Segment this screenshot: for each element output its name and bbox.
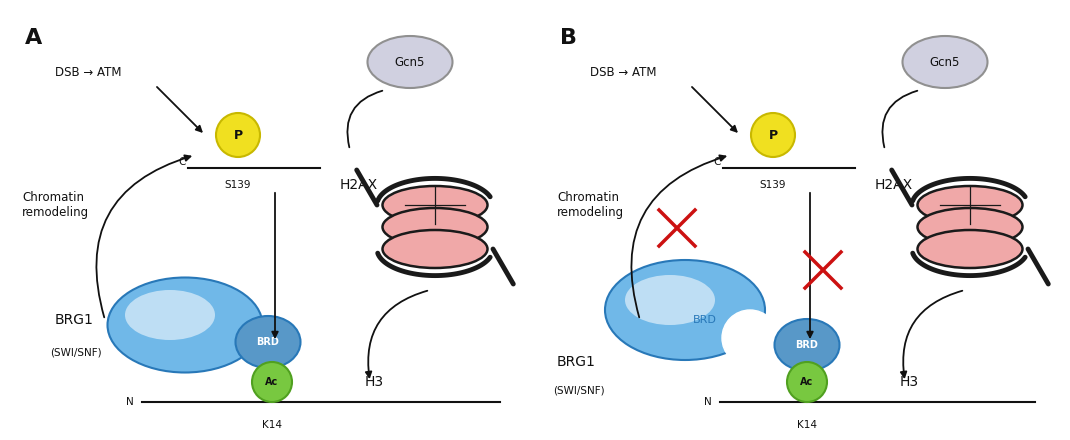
Text: BRG1: BRG1 (55, 313, 94, 327)
Text: A: A (25, 28, 42, 48)
Text: Chromatin
remodeling: Chromatin remodeling (22, 191, 89, 219)
Text: H3: H3 (900, 375, 919, 389)
Circle shape (788, 362, 827, 402)
Ellipse shape (605, 260, 765, 360)
Text: P: P (768, 128, 778, 142)
Ellipse shape (125, 290, 215, 340)
Text: (SWI/SNF): (SWI/SNF) (553, 385, 605, 395)
Text: (SWI/SNF): (SWI/SNF) (50, 347, 102, 357)
Text: C: C (179, 157, 186, 167)
Text: B: B (560, 28, 577, 48)
Text: H2AX: H2AX (340, 178, 378, 192)
Ellipse shape (917, 186, 1023, 224)
Text: Chromatin
remodeling: Chromatin remodeling (557, 191, 624, 219)
Ellipse shape (775, 319, 840, 371)
Text: H2AX: H2AX (875, 178, 913, 192)
Text: Gcn5: Gcn5 (395, 55, 425, 69)
Circle shape (751, 113, 795, 157)
Ellipse shape (107, 278, 262, 373)
Text: N: N (126, 397, 134, 407)
Text: S139: S139 (760, 180, 786, 190)
Ellipse shape (917, 208, 1023, 246)
Text: K14: K14 (797, 420, 817, 430)
Text: BRD: BRD (796, 340, 819, 350)
Circle shape (722, 310, 778, 366)
Text: K14: K14 (262, 420, 282, 430)
Text: S139: S139 (225, 180, 251, 190)
Ellipse shape (382, 208, 488, 246)
Ellipse shape (917, 230, 1023, 268)
Circle shape (253, 362, 292, 402)
Text: Ac: Ac (800, 377, 813, 387)
Ellipse shape (382, 230, 488, 268)
Text: BRD: BRD (693, 315, 717, 325)
Text: DSB → ATM: DSB → ATM (55, 66, 122, 78)
Circle shape (216, 113, 260, 157)
Text: Ac: Ac (265, 377, 278, 387)
Ellipse shape (235, 316, 301, 368)
Text: BRD: BRD (257, 337, 279, 347)
Ellipse shape (625, 275, 715, 325)
Text: BRG1: BRG1 (557, 355, 596, 369)
Text: H3: H3 (365, 375, 384, 389)
Text: DSB → ATM: DSB → ATM (590, 66, 657, 78)
Ellipse shape (367, 36, 453, 88)
Text: N: N (704, 397, 712, 407)
Text: P: P (233, 128, 243, 142)
Ellipse shape (902, 36, 988, 88)
Ellipse shape (382, 186, 488, 224)
Text: C: C (714, 157, 721, 167)
Text: Gcn5: Gcn5 (930, 55, 960, 69)
